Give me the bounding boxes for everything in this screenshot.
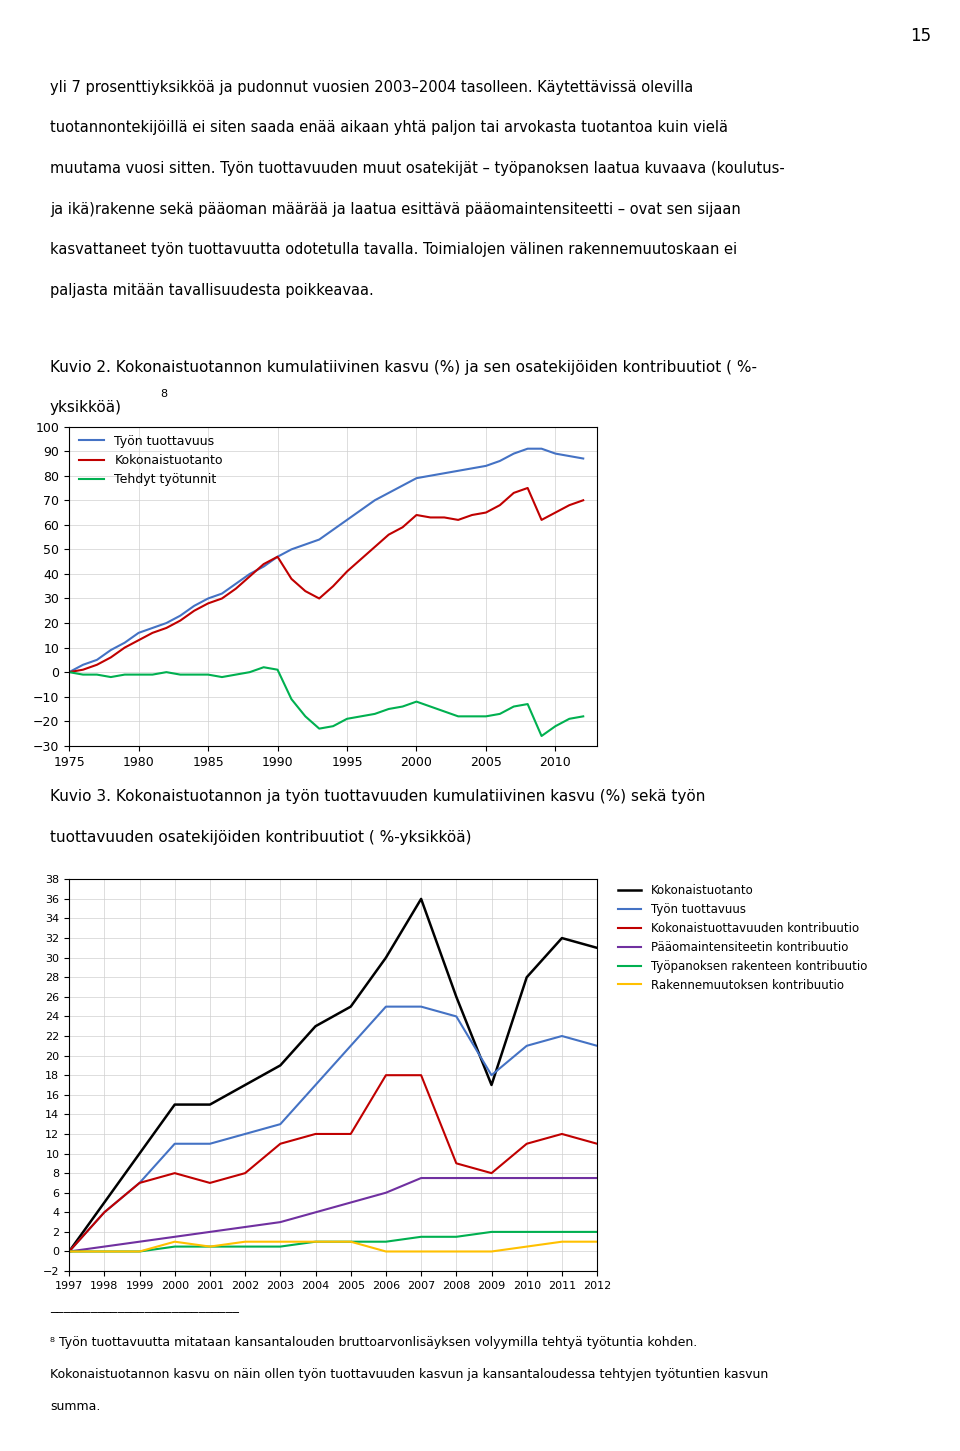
Text: paljasta mitään tavallisuudesta poikkeavaa.: paljasta mitään tavallisuudesta poikkeav…	[50, 283, 373, 297]
Text: tuotannontekijöillä ei siten saada enää aikaan yhtä paljon tai arvokasta tuotant: tuotannontekijöillä ei siten saada enää …	[50, 120, 728, 135]
Text: kasvattaneet työn tuottavuutta odotetulla tavalla. Toimialojen välinen rakennemu: kasvattaneet työn tuottavuutta odotetull…	[50, 242, 737, 257]
Text: summa.: summa.	[50, 1400, 100, 1413]
Text: Kuvio 2. Kokonaistuotannon kumulatiivinen kasvu (%) ja sen osatekijöiden kontrib: Kuvio 2. Kokonaistuotannon kumulatiivine…	[50, 360, 756, 374]
Text: 15: 15	[910, 28, 931, 45]
Text: 8: 8	[160, 389, 167, 399]
Legend: Työn tuottavuus, Kokonaistuotanto, Tehdyt työtunnit: Työn tuottavuus, Kokonaistuotanto, Tehdy…	[74, 429, 228, 492]
Text: tuottavuuden osatekijöiden kontribuutiot ( %-yksikköä): tuottavuuden osatekijöiden kontribuutiot…	[50, 830, 471, 844]
Text: Kuvio 3. Kokonaistuotannon ja työn tuottavuuden kumulatiivinen kasvu (%) sekä ty: Kuvio 3. Kokonaistuotannon ja työn tuott…	[50, 789, 706, 804]
Text: ────────────────────────────: ────────────────────────────	[50, 1307, 239, 1318]
Legend: Kokonaistuotanto, Työn tuottavuus, Kokonaistuottavuuden kontribuutio, Pääomainte: Kokonaistuotanto, Työn tuottavuus, Kokon…	[613, 879, 872, 997]
Text: yli 7 prosenttiyksikköä ja pudonnut vuosien 2003–2004 tasolleen. Käytettävissä o: yli 7 prosenttiyksikköä ja pudonnut vuos…	[50, 80, 693, 94]
Text: ja ikä)rakenne sekä pääoman määrää ja laatua esittävä pääomaintensiteetti – ovat: ja ikä)rakenne sekä pääoman määrää ja la…	[50, 202, 741, 216]
Text: ⁸ Työn tuottavuutta mitataan kansantalouden bruttoarvonlisäyksen volyymilla teht: ⁸ Työn tuottavuutta mitataan kansantalou…	[50, 1336, 697, 1349]
Text: muutama vuosi sitten. Työn tuottavuuden muut osatekijät – työpanoksen laatua kuv: muutama vuosi sitten. Työn tuottavuuden …	[50, 161, 784, 176]
Text: yksikköä): yksikköä)	[50, 400, 122, 415]
Text: Kokonaistuotannon kasvu on näin ollen työn tuottavuuden kasvun ja kansantaloudes: Kokonaistuotannon kasvu on näin ollen ty…	[50, 1368, 768, 1381]
